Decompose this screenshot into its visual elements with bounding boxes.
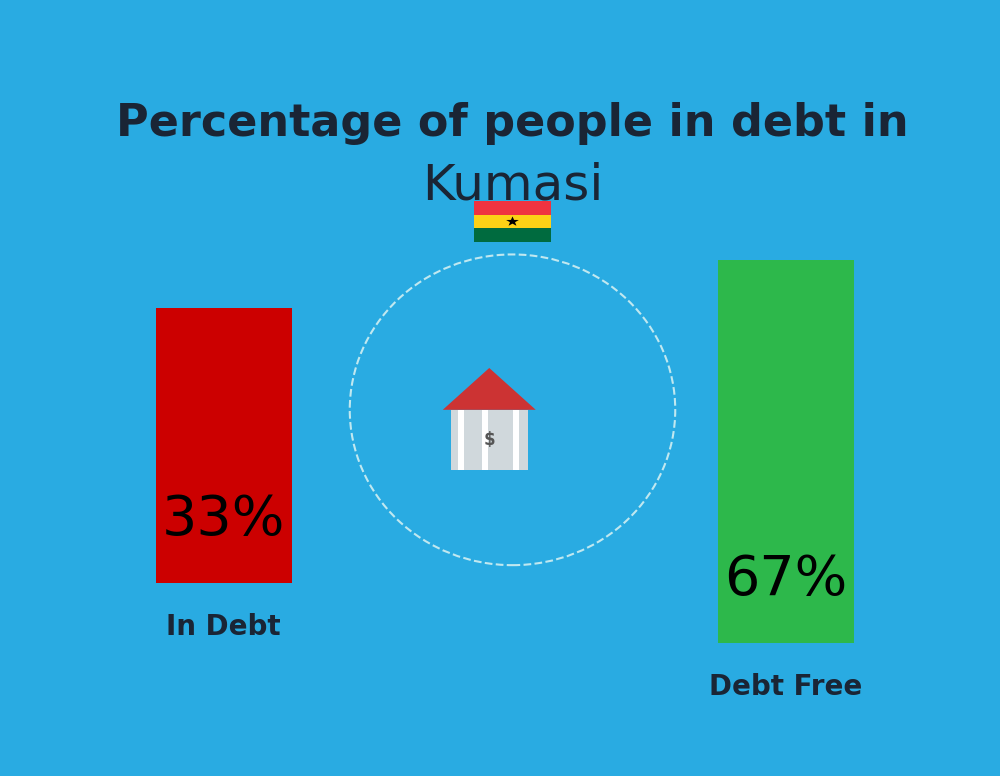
Polygon shape <box>443 368 536 410</box>
Bar <box>474 215 551 228</box>
Bar <box>450 410 528 469</box>
Text: Kumasi: Kumasi <box>422 162 603 210</box>
Text: $: $ <box>483 431 495 449</box>
Bar <box>156 308 292 583</box>
Text: Debt Free: Debt Free <box>709 673 862 701</box>
Polygon shape <box>506 217 519 226</box>
Text: Percentage of people in debt in: Percentage of people in debt in <box>116 102 909 145</box>
Bar <box>474 208 551 222</box>
Bar <box>458 410 464 469</box>
Bar <box>482 410 488 469</box>
Bar <box>474 228 551 242</box>
Text: 67%: 67% <box>724 553 847 607</box>
Bar <box>512 410 519 469</box>
Text: In Debt: In Debt <box>166 613 281 641</box>
Text: 33%: 33% <box>162 494 286 547</box>
Bar <box>718 261 854 643</box>
Bar <box>474 201 551 215</box>
